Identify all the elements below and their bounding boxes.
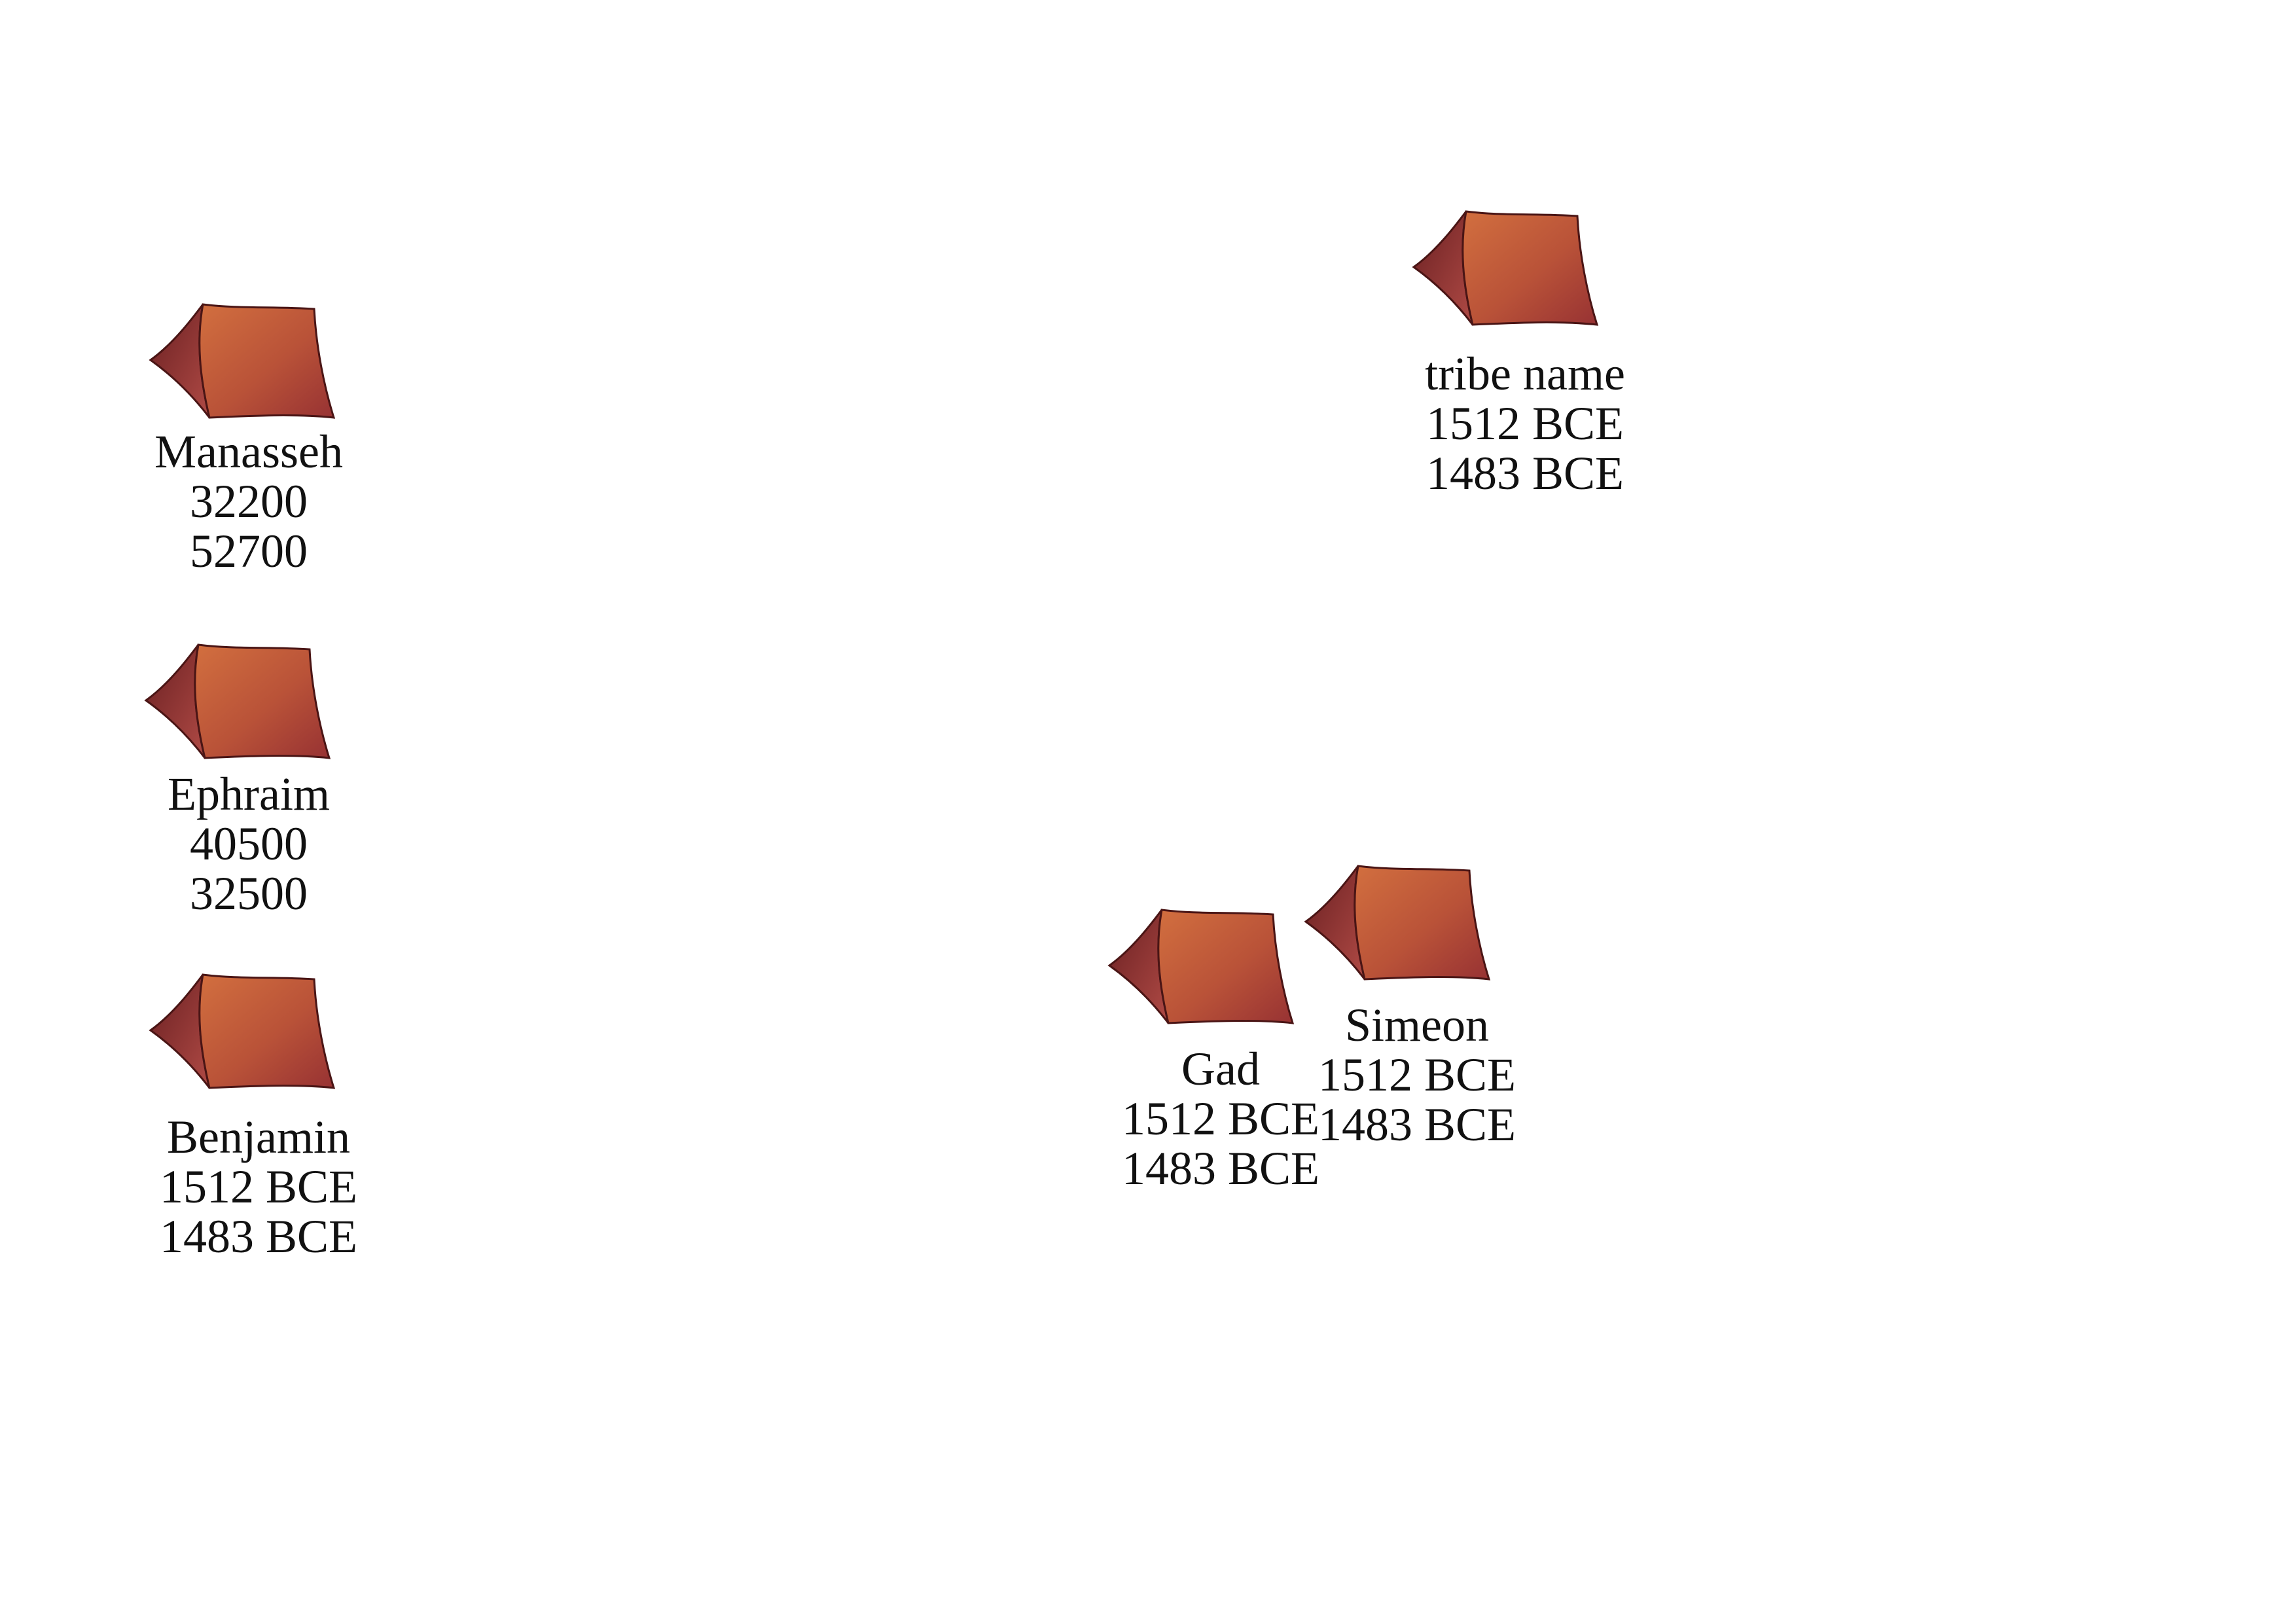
tent-icon xyxy=(1107,909,1295,1024)
camp-label: Benjamin 1512 BCE 1483 BCE xyxy=(115,1112,403,1261)
camp-label: Ephraim 40500 32500 xyxy=(105,769,393,918)
camp-value-2: 52700 xyxy=(190,525,308,577)
tent-icon xyxy=(1304,865,1491,981)
tent-icon xyxy=(144,643,331,759)
camp-value-2: 1483 BCE xyxy=(1426,447,1624,499)
tribe-name-text: tribe name xyxy=(1425,348,1625,400)
tribe-name-text: Benjamin xyxy=(167,1111,350,1163)
tribe-name-text: Manasseh xyxy=(154,425,343,478)
camp-value-2: 1483 BCE xyxy=(159,1210,358,1263)
tribe-name-text: Gad xyxy=(1181,1043,1260,1095)
camp-value-2: 1483 BCE xyxy=(1121,1142,1320,1195)
tribe-name-text: Simeon xyxy=(1344,999,1489,1051)
tent-icon xyxy=(1412,210,1599,326)
camp-value-1: 32200 xyxy=(190,475,308,528)
camp-value-1: 1512 BCE xyxy=(1121,1092,1320,1145)
camp-label: tribe name 1512 BCE 1483 BCE xyxy=(1381,349,1669,498)
camp-value-1: 1512 BCE xyxy=(159,1161,358,1213)
tent-icon xyxy=(149,303,336,419)
camp-label: Simeon 1512 BCE 1483 BCE xyxy=(1273,1000,1561,1149)
camp-value-1: 40500 xyxy=(190,818,308,870)
tent-icon xyxy=(149,973,336,1089)
camp-value-1: 1512 BCE xyxy=(1426,397,1624,450)
camp-label: Gad 1512 BCE 1483 BCE xyxy=(1077,1044,1365,1193)
camp-value-2: 32500 xyxy=(190,867,308,920)
tribe-name-text: Ephraim xyxy=(168,768,330,820)
camp-value-2: 1483 BCE xyxy=(1318,1098,1516,1151)
camp-label: Manasseh 32200 52700 xyxy=(105,427,393,576)
camp-value-1: 1512 BCE xyxy=(1318,1049,1516,1101)
